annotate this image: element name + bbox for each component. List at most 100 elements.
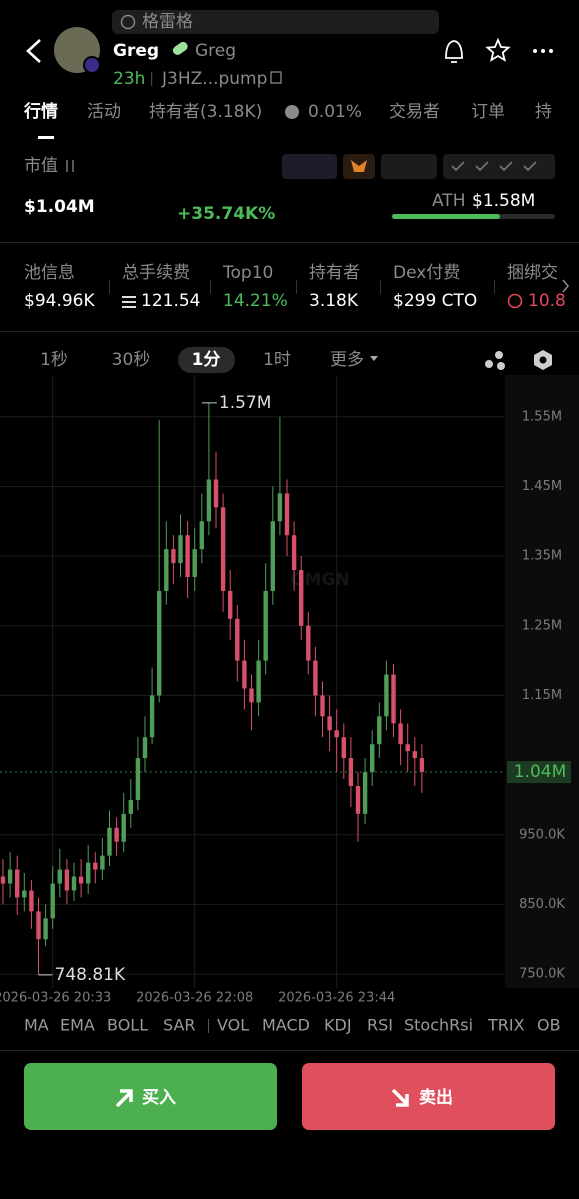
- token-address: J3HZ...pump: [161, 69, 267, 89]
- stat-label: 总手续费: [122, 263, 190, 283]
- candle-body: [171, 549, 176, 564]
- buy-label: 买入: [142, 1088, 176, 1108]
- candle-body: [64, 869, 70, 891]
- indicator[interactable]: VOL: [217, 1016, 249, 1035]
- candle-body: [57, 869, 62, 884]
- candle-body: [29, 890, 34, 912]
- drawing-icon[interactable]: [485, 351, 505, 370]
- candle-body: [398, 723, 403, 745]
- y-tick-label: 1.25M: [522, 618, 562, 633]
- candle-body: [228, 590, 233, 619]
- dropdown-icon: [370, 356, 378, 361]
- tab[interactable]: 持: [535, 102, 552, 122]
- candle-body: [43, 918, 48, 940]
- low-label: 748.81K: [55, 965, 126, 985]
- stat-value: 14.21%: [223, 291, 288, 311]
- timeframe-selected: [178, 347, 235, 373]
- globe-icon: [120, 14, 136, 30]
- timeframe[interactable]: 1分: [192, 350, 221, 370]
- tab[interactable]: 交易者: [389, 102, 440, 122]
- candle-body: [284, 493, 290, 536]
- indicator[interactable]: EMA: [60, 1016, 95, 1035]
- tab[interactable]: 订单: [471, 102, 505, 122]
- candle-body: [0, 876, 6, 884]
- candle-body: [313, 660, 318, 696]
- badge: [381, 154, 437, 179]
- candle-body: [93, 862, 98, 870]
- search-box[interactable]: [112, 10, 439, 34]
- separator: [0, 1050, 579, 1051]
- indicator[interactable]: KDJ: [324, 1016, 352, 1035]
- token-symbol: Greg: [195, 41, 236, 61]
- indicator[interactable]: SAR: [163, 1016, 196, 1035]
- settings-icon-hole: [539, 356, 547, 364]
- copy-icon[interactable]: [270, 71, 282, 84]
- stat-value: $94.96K: [24, 291, 95, 311]
- tab[interactable]: 0.01%: [308, 102, 362, 122]
- timeframe[interactable]: 1秒: [40, 350, 68, 370]
- candle-body: [192, 549, 197, 578]
- sell-button[interactable]: [302, 1063, 555, 1130]
- indicator[interactable]: MACD: [262, 1016, 310, 1035]
- stat-value: 121.54: [141, 291, 200, 311]
- timeframe[interactable]: 更多: [330, 350, 364, 370]
- tab[interactable]: 持有者(3.18K): [149, 102, 262, 122]
- candle-body: [36, 911, 41, 940]
- fox-icon: [351, 160, 367, 172]
- candle-body: [306, 625, 311, 661]
- indicator[interactable]: MA: [24, 1016, 49, 1035]
- y-axis-panel: [505, 375, 579, 988]
- search-text: 格雷格: [142, 12, 193, 32]
- candle-body: [149, 695, 155, 738]
- stat-divider: [109, 280, 110, 294]
- candle-body: [121, 813, 126, 842]
- timeframe[interactable]: 1时: [263, 350, 291, 370]
- token-age: 23h: [113, 69, 145, 89]
- badge: [282, 154, 337, 179]
- buy-button[interactable]: [24, 1063, 277, 1130]
- stat-divider: [210, 280, 211, 294]
- indicator[interactable]: TRIX: [487, 1016, 525, 1035]
- candle-body: [391, 674, 396, 724]
- tab[interactable]: 活动: [87, 102, 121, 122]
- candle-body: [78, 876, 84, 884]
- sell-label: 卖出: [419, 1087, 453, 1108]
- y-tick-label: 850.0K: [519, 897, 565, 912]
- indicator[interactable]: OB: [537, 1016, 561, 1035]
- candle-body: [142, 737, 148, 759]
- y-tick-label: 750.0K: [519, 967, 565, 982]
- candle-body: [100, 855, 105, 870]
- star-icon[interactable]: [485, 37, 511, 62]
- tab[interactable]: 行情: [23, 101, 58, 122]
- candle-body: [355, 785, 361, 814]
- y-tick-label: 1.35M: [522, 549, 562, 564]
- back-button[interactable]: [26, 39, 41, 63]
- stat-value: 3.18K: [309, 291, 359, 311]
- candle-body: [213, 479, 219, 508]
- stat-label: 持有者: [309, 263, 360, 283]
- indicator[interactable]: RSI: [367, 1016, 393, 1035]
- candle-body: [86, 862, 91, 884]
- stat-label: 捆绑交: [507, 263, 558, 283]
- stat-label: 池信息: [24, 263, 75, 283]
- check-icons: [451, 161, 537, 172]
- candle-body: [419, 758, 425, 773]
- fee-icon: [122, 296, 136, 308]
- candle-body: [377, 716, 382, 745]
- indicator[interactable]: BOLL: [107, 1016, 148, 1035]
- candle-body: [299, 570, 304, 626]
- timeframe[interactable]: 30秒: [112, 350, 151, 370]
- candle-body: [15, 869, 20, 898]
- bell-icon[interactable]: [445, 40, 463, 63]
- candle-body: [256, 660, 261, 703]
- candle-body: [157, 590, 162, 696]
- market-cap-value: $1.04M: [24, 197, 95, 217]
- candle-body: [277, 493, 283, 522]
- more-icon[interactable]: [533, 49, 553, 53]
- indicator[interactable]: StochRsi: [404, 1016, 473, 1035]
- y-tick-label: 950.0K: [519, 827, 565, 842]
- x-tick-label: 2026-03-26 20:33: [0, 991, 111, 1006]
- candle-body: [71, 876, 77, 891]
- chevron[interactable]: [562, 279, 570, 293]
- candle-body: [178, 535, 183, 564]
